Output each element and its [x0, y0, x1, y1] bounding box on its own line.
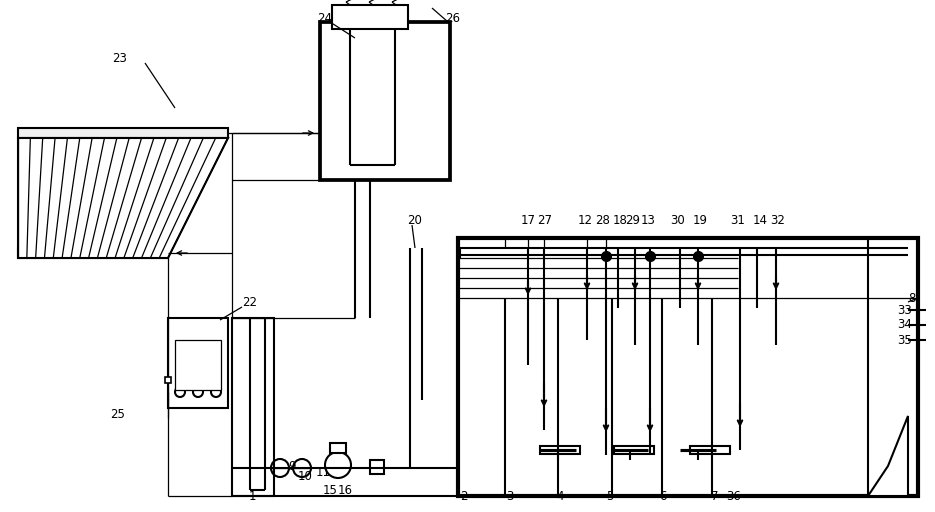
- Bar: [540, 446, 580, 454]
- Text: 12: 12: [578, 214, 593, 226]
- Text: 23: 23: [112, 52, 127, 65]
- Text: 30: 30: [670, 214, 685, 226]
- Text: 32: 32: [770, 214, 785, 226]
- Text: 20: 20: [408, 214, 423, 226]
- Text: 11: 11: [315, 465, 330, 479]
- Bar: [370, 460, 384, 474]
- Bar: [458, 238, 918, 496]
- Text: 19: 19: [693, 214, 708, 226]
- Text: 17: 17: [521, 214, 536, 226]
- Bar: [232, 318, 274, 496]
- Polygon shape: [18, 138, 228, 258]
- Bar: [330, 443, 346, 453]
- Text: 13: 13: [640, 214, 655, 226]
- Text: 26: 26: [445, 11, 461, 25]
- Text: 15: 15: [323, 483, 338, 497]
- Text: 18: 18: [612, 214, 627, 226]
- Text: 1: 1: [249, 490, 256, 503]
- Bar: [18, 248, 168, 258]
- Text: 24: 24: [318, 11, 333, 25]
- Text: 2: 2: [460, 490, 468, 503]
- Bar: [614, 446, 654, 454]
- Text: 29: 29: [626, 214, 640, 226]
- Text: 9: 9: [288, 459, 295, 473]
- Bar: [168, 318, 228, 408]
- Text: 8: 8: [908, 291, 915, 305]
- Polygon shape: [868, 416, 908, 496]
- Bar: [18, 128, 228, 138]
- Text: 34: 34: [898, 318, 913, 331]
- Text: 35: 35: [898, 333, 913, 347]
- Text: 27: 27: [538, 214, 553, 226]
- Text: 5: 5: [606, 490, 613, 503]
- Bar: [690, 446, 730, 454]
- Bar: [320, 22, 450, 180]
- Text: 14: 14: [753, 214, 768, 226]
- Text: 10: 10: [297, 471, 312, 483]
- Text: 36: 36: [726, 490, 741, 503]
- Text: 33: 33: [898, 304, 913, 316]
- Text: 16: 16: [338, 483, 352, 497]
- Text: 3: 3: [507, 490, 513, 503]
- Bar: [175, 340, 221, 390]
- Text: 22: 22: [242, 295, 257, 309]
- Bar: [332, 5, 408, 29]
- Text: 7: 7: [712, 490, 719, 503]
- Text: 25: 25: [110, 409, 125, 421]
- Text: 31: 31: [730, 214, 745, 226]
- Text: 4: 4: [556, 490, 564, 503]
- Text: 6: 6: [659, 490, 667, 503]
- Text: 28: 28: [596, 214, 611, 226]
